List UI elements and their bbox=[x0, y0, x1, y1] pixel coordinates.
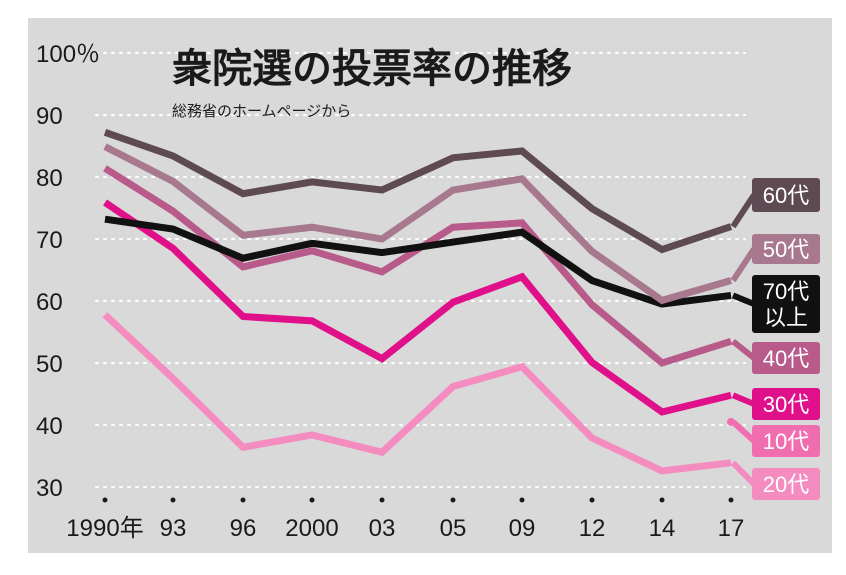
y-tick-label: 70 bbox=[36, 227, 63, 254]
y-tick-label: 60 bbox=[36, 289, 63, 316]
series-tag-text: 40代 bbox=[763, 346, 809, 371]
x-tick-label: 2000 bbox=[285, 515, 338, 542]
y-tick-label: 40 bbox=[36, 413, 63, 440]
series-tag-text: 60代 bbox=[763, 183, 809, 208]
series-tag-text: 70代 bbox=[763, 279, 809, 304]
x-tick-label: 14 bbox=[649, 515, 676, 542]
series-tag bbox=[752, 234, 820, 264]
label-leader bbox=[731, 338, 756, 361]
label-leader bbox=[730, 193, 757, 229]
x-tick-mark bbox=[519, 497, 525, 503]
label-leader bbox=[731, 392, 756, 407]
series-50代-line bbox=[103, 143, 732, 305]
series-60代-line bbox=[103, 129, 733, 254]
series-20代-line bbox=[102, 312, 732, 475]
x-tick-mark bbox=[309, 497, 315, 503]
y-tick-label: 80 bbox=[36, 165, 63, 192]
y-axis-ticks: 100％ 90 80 70 60 50 40 30 bbox=[36, 41, 100, 502]
x-tick-mark bbox=[379, 497, 385, 503]
x-tick-mark bbox=[589, 497, 595, 503]
series-tag bbox=[752, 388, 820, 420]
y-tick-label: 50 bbox=[36, 351, 63, 378]
x-tick-label: 05 bbox=[440, 515, 467, 542]
x-axis-ticks: 1990年 93 96 2000 03 05 09 12 14 17 bbox=[66, 497, 745, 542]
series-tag-text: 20代 bbox=[763, 472, 809, 497]
series-30代-line bbox=[103, 199, 732, 416]
series-tag bbox=[752, 178, 820, 212]
x-tick-mark bbox=[450, 497, 456, 503]
series-tag-text: 10代 bbox=[763, 429, 809, 454]
x-tick-mark bbox=[240, 497, 246, 503]
chart-subtitle: 総務省のホームページから bbox=[172, 102, 351, 120]
label-leader bbox=[730, 247, 757, 283]
x-tick-label: 96 bbox=[230, 515, 257, 542]
series-tag bbox=[752, 468, 820, 500]
series-lines bbox=[102, 129, 735, 475]
label-leader bbox=[730, 460, 757, 487]
x-tick-mark bbox=[102, 497, 108, 503]
series-tag-text: 30代 bbox=[763, 392, 809, 417]
series-tag-text: 50代 bbox=[763, 237, 809, 262]
x-tick-mark bbox=[170, 497, 176, 503]
series-70代以上-line bbox=[104, 215, 732, 308]
x-tick-label: 17 bbox=[718, 515, 745, 542]
y-tick-label: 100％ bbox=[36, 41, 100, 68]
series-tag bbox=[752, 342, 820, 374]
x-tick-label: 09 bbox=[509, 515, 536, 542]
label-leader bbox=[730, 419, 757, 444]
x-tick-mark bbox=[728, 497, 734, 503]
x-tick-label: 93 bbox=[160, 515, 187, 542]
series-tag bbox=[752, 425, 820, 457]
y-tick-label: 90 bbox=[36, 103, 63, 130]
series-tag bbox=[752, 275, 820, 333]
x-tick-mark bbox=[659, 497, 665, 503]
x-tick-label: 1990年 bbox=[66, 515, 143, 542]
x-tick-label: 12 bbox=[579, 515, 606, 542]
y-tick-label: 30 bbox=[36, 475, 63, 502]
x-tick-label: 03 bbox=[369, 515, 396, 542]
chart-title: 衆院選の投票率の推移 bbox=[172, 46, 572, 92]
series-tag-text: 以上 bbox=[764, 305, 808, 330]
label-leader bbox=[731, 292, 756, 307]
